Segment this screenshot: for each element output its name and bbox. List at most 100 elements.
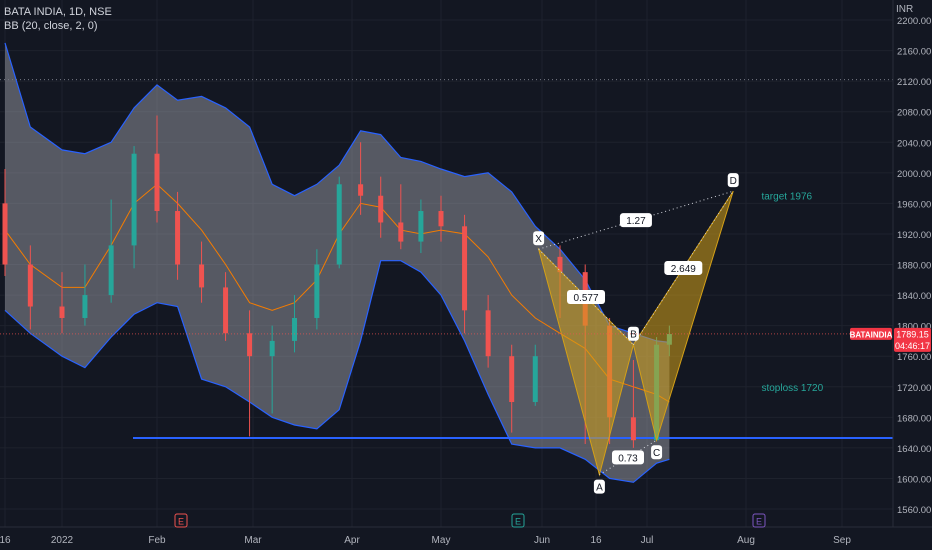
price-tick-label: 1720.00 — [897, 383, 931, 394]
candle-body — [175, 211, 181, 265]
price-tag-box — [894, 327, 931, 352]
candle-body — [358, 184, 364, 196]
earnings-marker-label: E — [178, 517, 184, 527]
lower-band-line — [4, 260, 670, 483]
candle-body — [485, 310, 491, 357]
price-tick-label: 2040.00 — [897, 138, 931, 149]
time-tick-label: Jul — [641, 535, 654, 546]
price-tick-label: 1760.00 — [897, 352, 931, 363]
ratio-label-box — [567, 289, 606, 304]
price-tick-label: 2080.00 — [897, 108, 931, 119]
time-tick-label: Apr — [344, 535, 360, 546]
time-tick-label: Mar — [244, 535, 262, 546]
time-tick-label: 2022 — [51, 535, 74, 546]
candle-body — [378, 195, 384, 223]
price-tick-label: 1800.00 — [897, 322, 931, 333]
annotations: target 1976 stoploss 1720 — [761, 192, 823, 394]
candle-body — [509, 356, 515, 403]
time-axis[interactable]: 16 2022 Feb Mar Apr May Jun 16 Jul Aug Sep — [0, 526, 932, 546]
price-tick-label: 1920.00 — [897, 230, 931, 241]
candle-body — [557, 256, 563, 273]
earnings-marker-label: E — [756, 517, 762, 527]
candle-body — [223, 287, 229, 334]
annotation-text: target 1976 — [761, 192, 812, 203]
candle-body — [82, 295, 88, 318]
point-label-c: C — [653, 448, 660, 459]
time-tick-label: Jun — [534, 535, 550, 546]
time-tick-label: 16 — [0, 535, 11, 546]
horizontal-lines[interactable] — [0, 79, 893, 439]
time-tick-label: Aug — [737, 535, 755, 546]
time-tick-label: Sep — [833, 535, 851, 546]
candle-body — [108, 245, 114, 296]
price-tick-label: 1640.00 — [897, 444, 931, 455]
point-label-box — [651, 445, 663, 460]
ratio-label: 0.73 — [618, 453, 638, 464]
price-tick-label: 1960.00 — [897, 199, 931, 210]
candle-body — [438, 211, 444, 227]
time-tick-label: May — [432, 535, 451, 546]
price-tick-label: 2200.00 — [897, 16, 931, 27]
candle-body — [630, 417, 636, 441]
candle-body — [462, 226, 468, 311]
candle-body — [59, 306, 65, 318]
price-tick-label: 2120.00 — [897, 77, 931, 88]
ratio-label-box — [664, 260, 703, 275]
candle-body — [532, 356, 538, 403]
last-price-tag: BATAINDIA 1789.15 04:46:17 — [0, 327, 931, 352]
point-label-box — [533, 231, 545, 246]
ratio-label: 0.577 — [574, 293, 599, 304]
price-axis[interactable]: 1560.00 1600.00 1640.00 1680.00 1720.00 1760.… — [892, 0, 932, 550]
point-label-box — [727, 173, 739, 188]
price-tag-countdown: 04:46:17 — [895, 341, 930, 351]
point-label-b: B — [630, 330, 637, 341]
grid — [0, 0, 893, 527]
price-tick-label: 1680.00 — [897, 413, 931, 424]
upper-band-line — [4, 42, 670, 343]
earnings-marker[interactable] — [752, 513, 766, 528]
price-tick-label: 2160.00 — [897, 47, 931, 58]
candle-body — [336, 184, 342, 265]
harmonic-pattern[interactable]: 0.577 0.73 2.649 1.27 X A B C D — [533, 173, 739, 494]
candle-body — [314, 264, 320, 318]
candle-body — [2, 203, 8, 265]
candle-body — [418, 211, 424, 242]
ratio-label: 2.649 — [671, 264, 696, 275]
annotation-text: stoploss 1720 — [761, 383, 823, 394]
point-label-x: X — [535, 234, 542, 245]
price-tick-label: 1560.00 — [897, 505, 931, 516]
ratio-line — [538, 248, 634, 346]
earnings-marker[interactable] — [511, 513, 525, 528]
earnings-marker[interactable] — [174, 513, 188, 528]
ratio-label: 1.27 — [626, 216, 646, 227]
candle-body — [398, 222, 404, 242]
candle-body — [131, 153, 137, 246]
price-tick-label: 1600.00 — [897, 474, 931, 485]
point-label-box — [593, 479, 605, 494]
point-label-d: D — [730, 176, 737, 187]
price-tick-label: 1880.00 — [897, 261, 931, 272]
candle-body — [27, 264, 33, 307]
candle-body — [292, 317, 298, 341]
price-tick-label: 2000.00 — [897, 169, 931, 180]
time-tick-label: Feb — [148, 535, 166, 546]
ratio-label-box — [619, 213, 652, 228]
point-label-a: A — [596, 483, 603, 494]
symbol-title[interactable]: BATA INDIA, 1D, NSE — [4, 6, 112, 18]
candle-body — [247, 333, 253, 357]
earnings-marker-label: E — [515, 517, 521, 527]
time-tick-label: 16 — [590, 535, 602, 546]
symbol-tag-text: BATAINDIA — [850, 330, 893, 339]
indicator-title[interactable]: BB (20, close, 2, 0) — [4, 20, 98, 32]
symbol-tag-box — [850, 327, 892, 340]
candle-body — [269, 340, 275, 357]
price-tick-label: 1840.00 — [897, 291, 931, 302]
price-axis-background — [893, 0, 932, 550]
currency-label: INR — [896, 4, 914, 15]
price-tag-value: 1789.15 — [896, 329, 929, 339]
candle-body — [154, 153, 160, 212]
candle-body — [199, 264, 205, 288]
ratio-line — [632, 190, 734, 345]
